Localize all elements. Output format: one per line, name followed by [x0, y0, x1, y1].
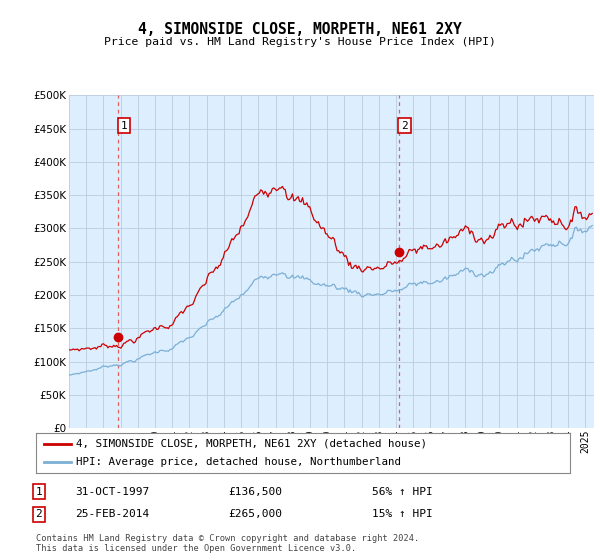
- Text: 31-OCT-1997: 31-OCT-1997: [75, 487, 149, 497]
- Text: 56% ↑ HPI: 56% ↑ HPI: [372, 487, 433, 497]
- Text: 2: 2: [401, 120, 408, 130]
- Text: 4, SIMONSIDE CLOSE, MORPETH, NE61 2XY: 4, SIMONSIDE CLOSE, MORPETH, NE61 2XY: [138, 22, 462, 38]
- Text: 2: 2: [35, 509, 43, 519]
- Text: £265,000: £265,000: [228, 509, 282, 519]
- Text: £136,500: £136,500: [228, 487, 282, 497]
- Text: HPI: Average price, detached house, Northumberland: HPI: Average price, detached house, Nort…: [76, 458, 401, 467]
- Text: 1: 1: [120, 120, 127, 130]
- Text: 4, SIMONSIDE CLOSE, MORPETH, NE61 2XY (detached house): 4, SIMONSIDE CLOSE, MORPETH, NE61 2XY (d…: [76, 439, 427, 449]
- Text: Contains HM Land Registry data © Crown copyright and database right 2024.
This d: Contains HM Land Registry data © Crown c…: [36, 534, 419, 553]
- Text: 25-FEB-2014: 25-FEB-2014: [75, 509, 149, 519]
- Text: Price paid vs. HM Land Registry's House Price Index (HPI): Price paid vs. HM Land Registry's House …: [104, 37, 496, 47]
- Text: 15% ↑ HPI: 15% ↑ HPI: [372, 509, 433, 519]
- Text: 1: 1: [35, 487, 43, 497]
